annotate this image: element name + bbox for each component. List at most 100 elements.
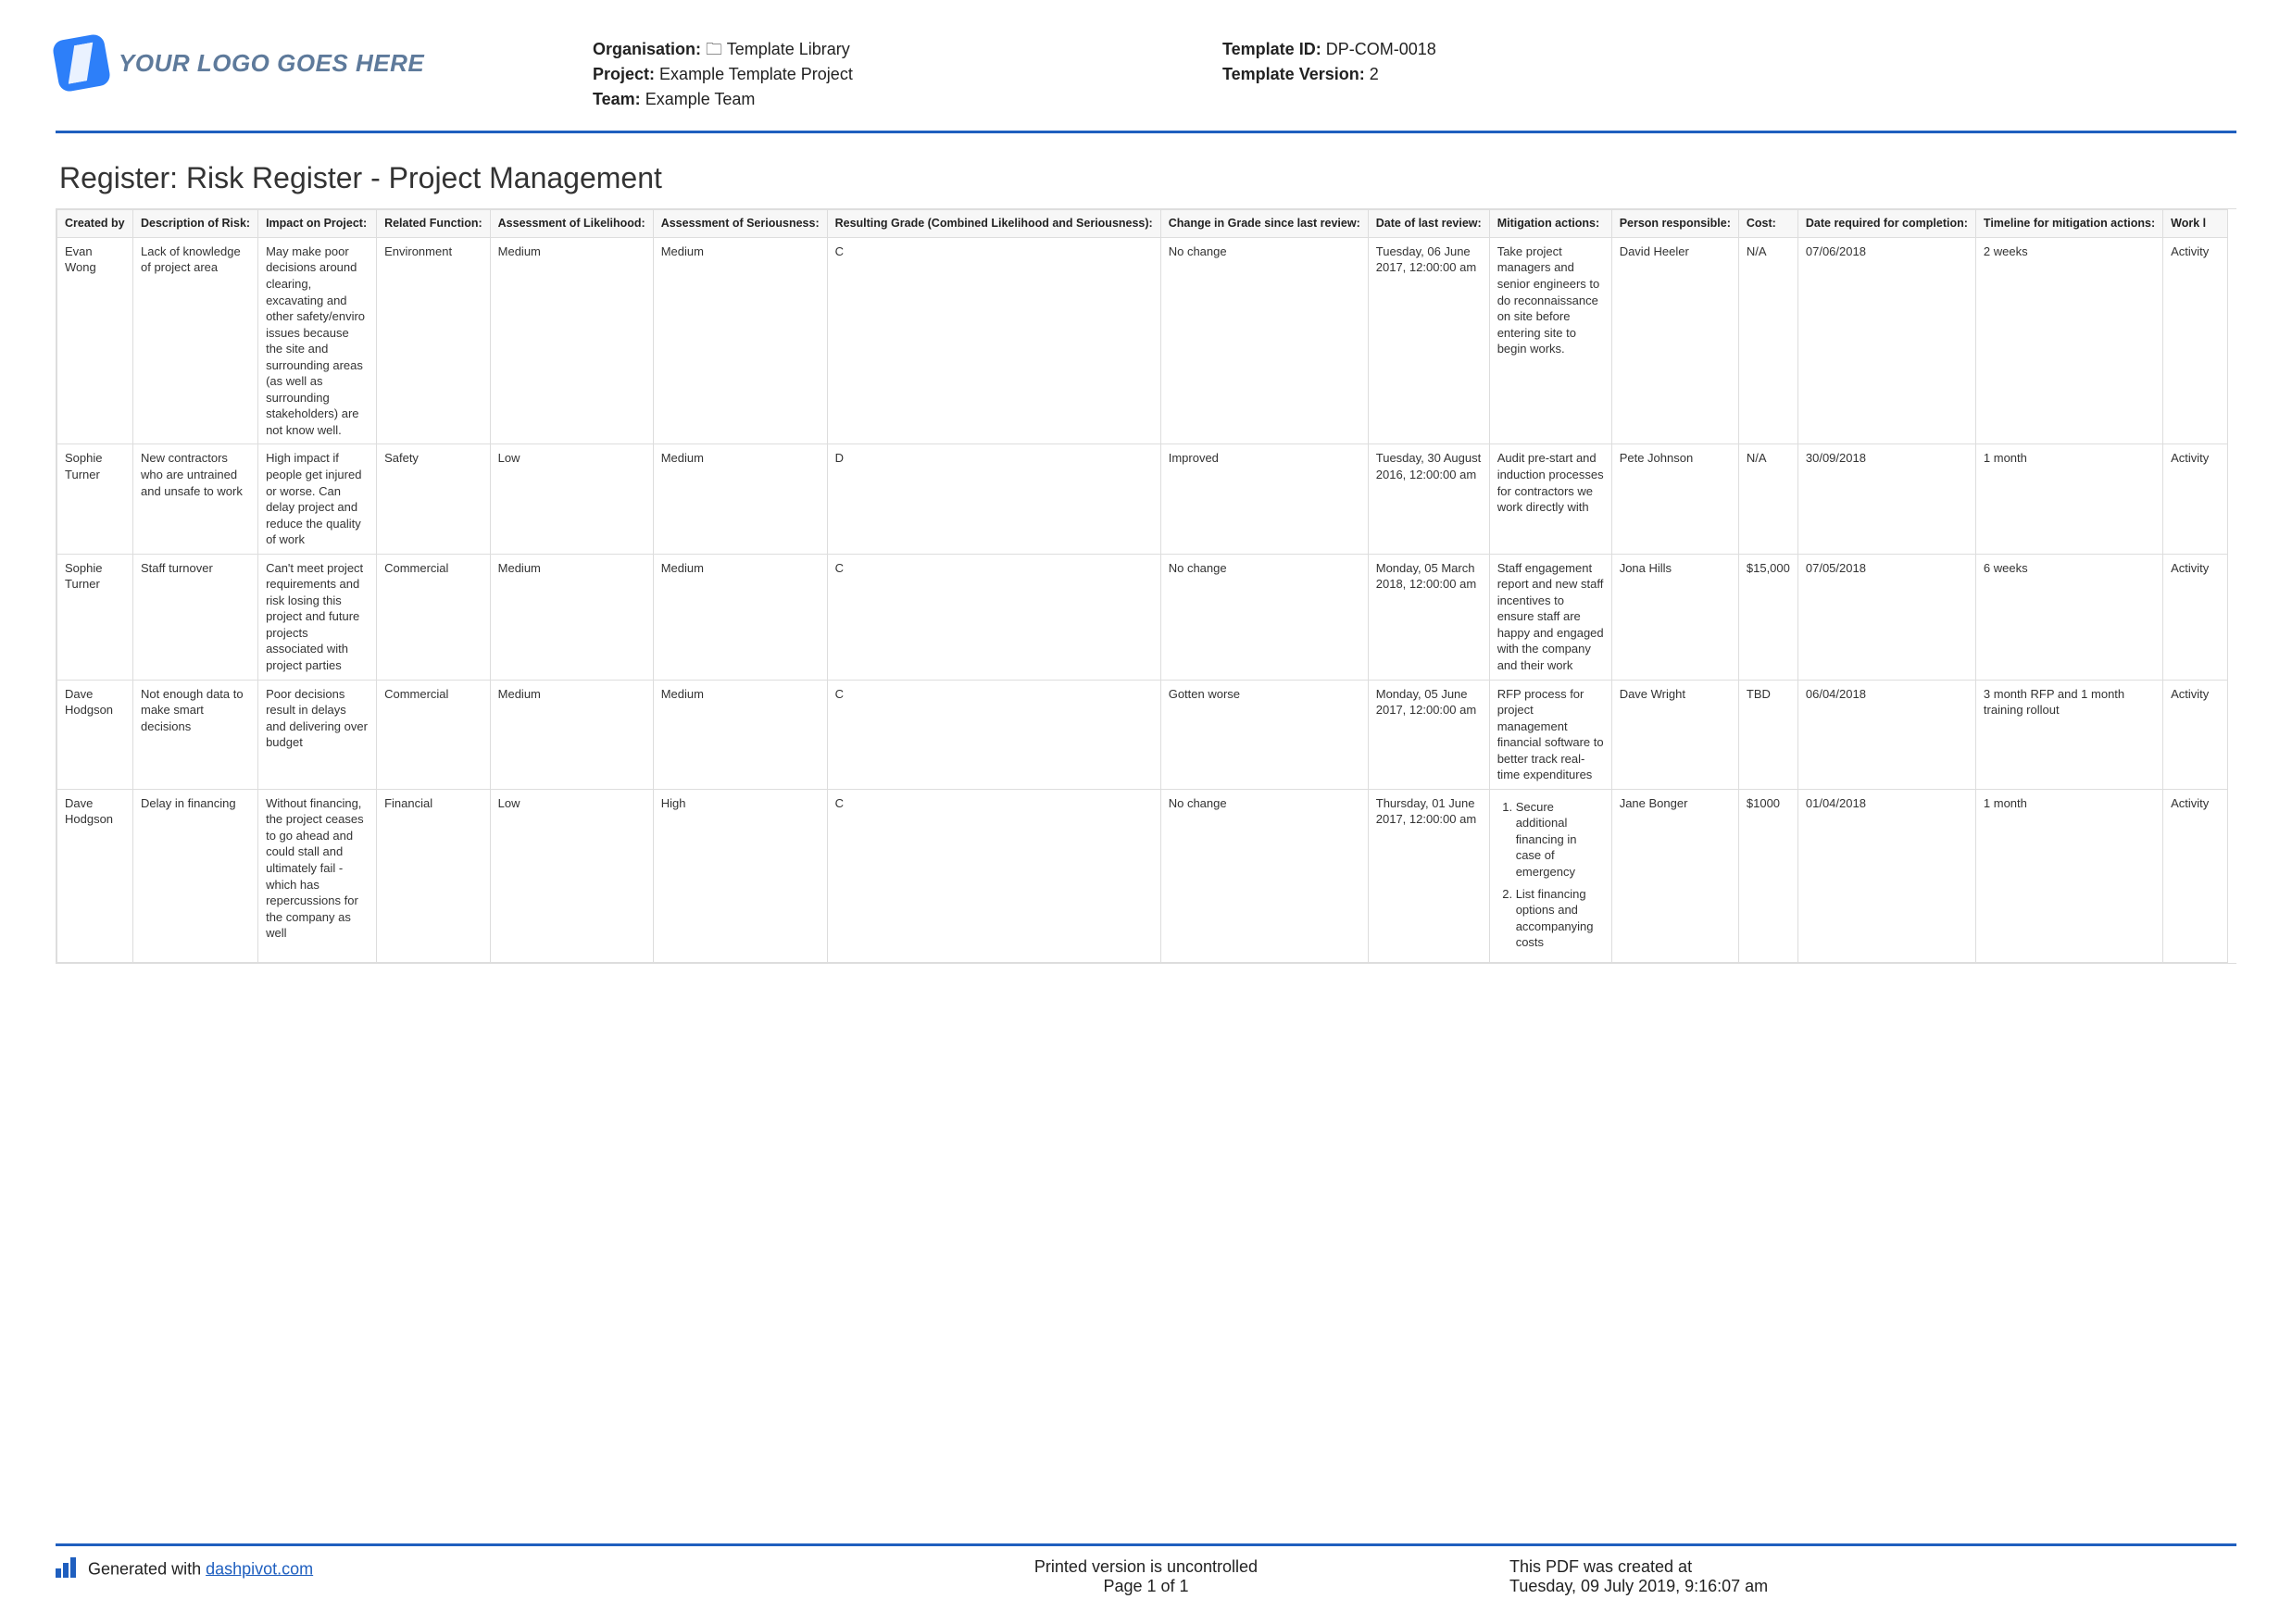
table-cell: Activity [2163, 554, 2228, 680]
table-cell: Sophie Turner [57, 554, 133, 680]
table-cell: David Heeler [1611, 237, 1738, 444]
table-cell: $1000 [1738, 789, 1797, 962]
table-cell: Monday, 05 June 2017, 12:00:00 am [1368, 680, 1489, 789]
risk-table: Created byDescription of Risk:Impact on … [56, 209, 2228, 963]
table-cell: Pete Johnson [1611, 444, 1738, 554]
risk-table-wrap: Created byDescription of Risk:Impact on … [56, 208, 2236, 964]
table-cell: Activity [2163, 789, 2228, 962]
table-cell: Lack of knowledge of project area [133, 237, 258, 444]
template-version-value: 2 [1370, 65, 1379, 83]
table-cell: Medium [490, 680, 653, 789]
table-cell: Low [490, 789, 653, 962]
table-cell: High [653, 789, 827, 962]
footer-right: This PDF was created at Tuesday, 09 July… [1509, 1557, 2236, 1596]
table-cell: Staff engagement report and new staff in… [1489, 554, 1611, 680]
table-cell: 01/04/2018 [1797, 789, 1975, 962]
table-cell: Secure additional financing in case of e… [1489, 789, 1611, 962]
table-cell: Dave Wright [1611, 680, 1738, 789]
dashpivot-link[interactable]: dashpivot.com [206, 1559, 313, 1578]
table-cell: Medium [653, 554, 827, 680]
footer-rule [56, 1543, 2236, 1546]
col-header: Description of Risk: [133, 210, 258, 238]
table-cell: Improved [1160, 444, 1368, 554]
table-cell: Thursday, 01 June 2017, 12:00:00 am [1368, 789, 1489, 962]
table-cell: Monday, 05 March 2018, 12:00:00 am [1368, 554, 1489, 680]
table-cell: D [827, 444, 1160, 554]
col-header: Impact on Project: [258, 210, 377, 238]
table-cell: Staff turnover [133, 554, 258, 680]
org-value: 🗀 Template Library [706, 40, 850, 58]
table-cell: Environment [377, 237, 491, 444]
table-cell: Sophie Turner [57, 444, 133, 554]
col-header: Cost: [1738, 210, 1797, 238]
table-cell: Take project managers and senior enginee… [1489, 237, 1611, 444]
page-footer: Generated with dashpivot.com Printed ver… [56, 1543, 2236, 1596]
header-meta-right: Template ID: DP-COM-0018 Template Versio… [1222, 37, 1685, 87]
generated-prefix: Generated with [88, 1559, 206, 1578]
header-meta-left: Organisation: 🗀 Template Library Project… [593, 37, 1167, 112]
table-cell: 6 weeks [1975, 554, 2162, 680]
table-cell: C [827, 237, 1160, 444]
logo-text: YOUR LOGO GOES HERE [119, 49, 424, 78]
table-cell: 1 month [1975, 444, 2162, 554]
table-cell: New contractors who are untrained and un… [133, 444, 258, 554]
project-value: Example Template Project [659, 65, 853, 83]
footer-uncontrolled: Printed version is uncontrolled [783, 1557, 1509, 1577]
table-cell: Tuesday, 30 August 2016, 12:00:00 am [1368, 444, 1489, 554]
table-cell: May make poor decisions around clearing,… [258, 237, 377, 444]
col-header: Timeline for mitigation actions: [1975, 210, 2162, 238]
table-cell: Medium [653, 444, 827, 554]
template-version-label: Template Version: [1222, 65, 1365, 83]
table-cell: 06/04/2018 [1797, 680, 1975, 789]
table-cell: Medium [490, 237, 653, 444]
table-cell: Jona Hills [1611, 554, 1738, 680]
footer-center: Printed version is uncontrolled Page 1 o… [783, 1557, 1509, 1596]
table-row: Dave HodgsonDelay in financingWithout fi… [57, 789, 2228, 962]
col-header: Work l [2163, 210, 2228, 238]
project-label: Project: [593, 65, 655, 83]
page-title: Register: Risk Register - Project Manage… [59, 161, 2236, 195]
col-header: Created by [57, 210, 133, 238]
table-cell: No change [1160, 554, 1368, 680]
col-header: Person responsible: [1611, 210, 1738, 238]
table-cell: 1 month [1975, 789, 2162, 962]
table-cell: 30/09/2018 [1797, 444, 1975, 554]
table-cell: Tuesday, 06 June 2017, 12:00:00 am [1368, 237, 1489, 444]
table-cell: Commercial [377, 680, 491, 789]
table-cell: Gotten worse [1160, 680, 1368, 789]
footer-created-label: This PDF was created at [1509, 1557, 2236, 1577]
table-cell: Dave Hodgson [57, 789, 133, 962]
footer-page: Page 1 of 1 [783, 1577, 1509, 1596]
table-cell: Without financing, the project ceases to… [258, 789, 377, 962]
table-cell: Audit pre-start and induction processes … [1489, 444, 1611, 554]
table-cell: Can't meet project requirements and risk… [258, 554, 377, 680]
table-cell: 3 month RFP and 1 month training rollout [1975, 680, 2162, 789]
table-cell: Financial [377, 789, 491, 962]
table-cell: Poor decisions result in delays and deli… [258, 680, 377, 789]
template-id-value: DP-COM-0018 [1326, 40, 1436, 58]
col-header: Date of last review: [1368, 210, 1489, 238]
col-header: Related Function: [377, 210, 491, 238]
col-header: Assessment of Seriousness: [653, 210, 827, 238]
team-value: Example Team [645, 90, 756, 108]
table-cell: Safety [377, 444, 491, 554]
table-cell: Delay in financing [133, 789, 258, 962]
col-header: Date required for completion: [1797, 210, 1975, 238]
table-cell: N/A [1738, 444, 1797, 554]
table-cell: Medium [653, 680, 827, 789]
table-cell: Medium [490, 554, 653, 680]
col-header: Mitigation actions: [1489, 210, 1611, 238]
table-cell: C [827, 554, 1160, 680]
footer-created-value: Tuesday, 09 July 2019, 9:16:07 am [1509, 1577, 2236, 1596]
template-id-label: Template ID: [1222, 40, 1321, 58]
table-cell: TBD [1738, 680, 1797, 789]
table-cell: Not enough data to make smart decisions [133, 680, 258, 789]
footer-generated: Generated with dashpivot.com [56, 1557, 783, 1596]
col-header: Change in Grade since last review: [1160, 210, 1368, 238]
table-cell: 07/06/2018 [1797, 237, 1975, 444]
logo-block: YOUR LOGO GOES HERE [56, 37, 537, 89]
table-cell: Low [490, 444, 653, 554]
table-cell: Activity [2163, 237, 2228, 444]
team-label: Team: [593, 90, 641, 108]
table-cell: RFP process for project management finan… [1489, 680, 1611, 789]
